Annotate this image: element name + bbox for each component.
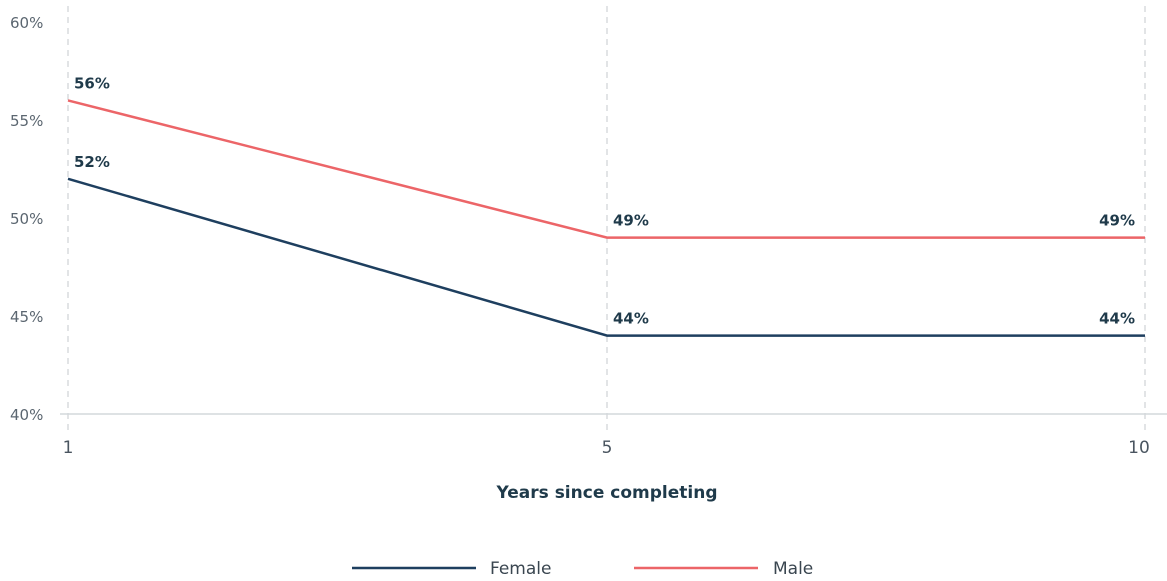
data-label-layer: 52% 44% 44% 56% 49% 49%: [74, 74, 1135, 327]
legend-label-female: Female: [490, 559, 551, 579]
legend-label-male: Male: [773, 559, 813, 579]
data-label-male: 49%: [613, 212, 649, 230]
grid-layer: [67, 6, 1146, 430]
series-line-male: [67, 99, 1145, 239]
axis-layer: 40% 45% 50% 55% 60% 1 5 10: [10, 14, 1167, 458]
series-layer: [67, 99, 1145, 337]
data-label-female: 52%: [74, 153, 110, 171]
series-line-female: [67, 177, 1145, 337]
y-tick-label: 45%: [10, 308, 43, 326]
x-tick-label: 1: [63, 438, 74, 458]
x-tick-label: 10: [1128, 438, 1150, 458]
legend: Female Male: [352, 559, 813, 579]
data-label-female: 44%: [1099, 310, 1135, 328]
data-label-female: 44%: [613, 310, 649, 328]
data-label-male: 49%: [1099, 212, 1135, 230]
x-tick-label: 5: [602, 438, 613, 458]
y-tick-label: 60%: [10, 14, 43, 32]
data-label-male: 56%: [74, 74, 110, 92]
y-tick-label: 50%: [10, 210, 43, 228]
x-axis-title: Years since completing: [496, 483, 718, 503]
y-tick-label: 40%: [10, 406, 43, 424]
y-tick-label: 55%: [10, 112, 43, 130]
